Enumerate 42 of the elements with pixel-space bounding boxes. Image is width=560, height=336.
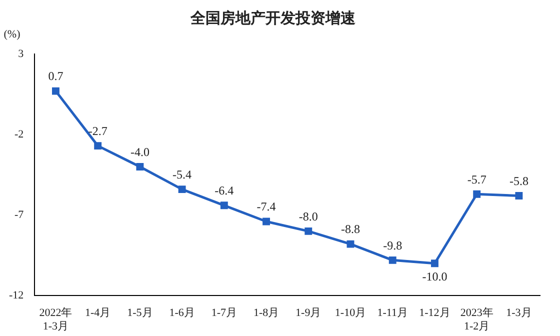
x-tick-label: 2023年 1-2月 bbox=[460, 307, 494, 332]
x-tick-label: 1-11月 bbox=[377, 307, 408, 320]
point bbox=[52, 87, 60, 95]
point bbox=[220, 202, 228, 210]
point bbox=[346, 240, 354, 248]
point bbox=[473, 190, 481, 198]
point bbox=[178, 186, 186, 194]
point bbox=[430, 260, 438, 268]
data-label: -8.8 bbox=[341, 222, 360, 236]
point bbox=[515, 192, 523, 200]
y-tick-label: -2 bbox=[14, 128, 24, 140]
y-tick-label: 3 bbox=[18, 48, 24, 60]
data-label: -5.7 bbox=[467, 172, 486, 186]
point bbox=[136, 163, 144, 170]
point bbox=[388, 256, 396, 264]
point bbox=[262, 218, 270, 226]
y-tick-label: -12 bbox=[8, 289, 24, 302]
chart-title: 全国房地产开发投资增速 bbox=[190, 8, 356, 27]
data-label: -8.0 bbox=[298, 209, 318, 224]
point bbox=[94, 142, 102, 150]
x-tick-label: 1-4月 bbox=[84, 307, 111, 320]
x-tick-label: 1-6月 bbox=[169, 307, 195, 320]
point bbox=[304, 227, 312, 235]
data-label: -5.8 bbox=[509, 174, 528, 188]
data-label: -9.8 bbox=[383, 238, 402, 252]
x-tick-label: 1-3月 bbox=[506, 307, 532, 320]
y-axis-title: (%) bbox=[4, 28, 21, 40]
data-label: -10.0 bbox=[422, 270, 448, 284]
data-label: 0.7 bbox=[48, 69, 64, 84]
x-tick-label: 1-5月 bbox=[127, 307, 153, 320]
data-label: -7.4 bbox=[256, 200, 276, 214]
x-tick-label: 1-12月 bbox=[419, 307, 450, 320]
data-label: -6.4 bbox=[214, 184, 234, 198]
x-tick-label: 1-8月 bbox=[253, 307, 280, 320]
x-tick-label: 1-9月 bbox=[296, 307, 322, 320]
data-label: -2.7 bbox=[88, 124, 108, 138]
x-tick-label: 1-7月 bbox=[211, 307, 237, 320]
data-label: -5.4 bbox=[172, 167, 192, 182]
x-tick-label: 2022年 1-3月 bbox=[39, 307, 72, 332]
y-tick-label: -7 bbox=[14, 208, 24, 221]
data-label: -4.0 bbox=[130, 144, 150, 159]
x-tick-label: 1-10月 bbox=[334, 307, 366, 320]
